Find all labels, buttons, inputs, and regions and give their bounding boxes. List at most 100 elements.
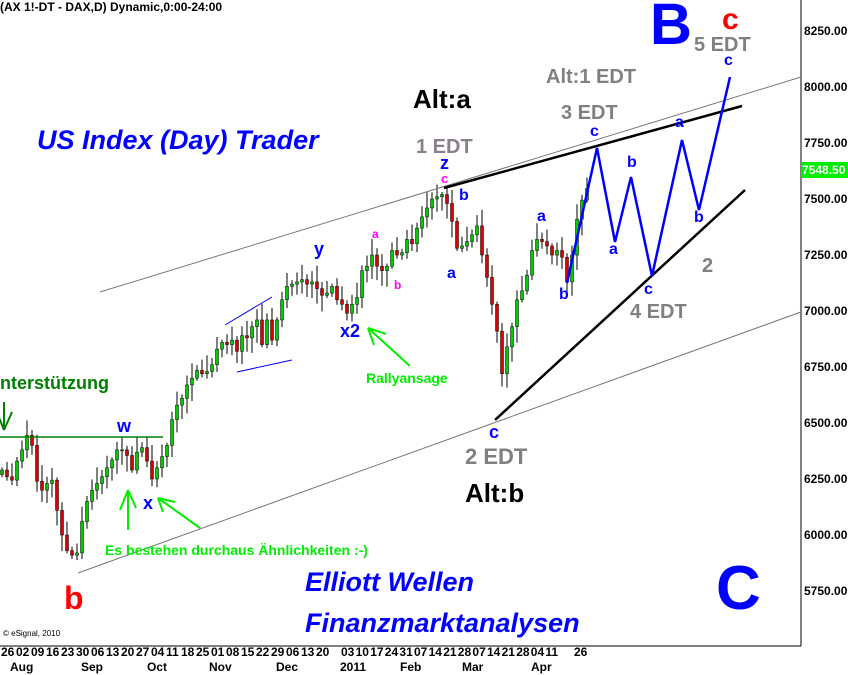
wedge-lower-line (236, 359, 293, 373)
candle (385, 263, 389, 287)
candle (440, 191, 444, 211)
candle (90, 479, 94, 510)
candle (230, 326, 234, 356)
candle-body (5, 469, 9, 478)
candle (415, 222, 419, 253)
candle-body (320, 288, 324, 296)
candle (395, 237, 399, 259)
candle (305, 274, 309, 297)
candle (0, 467, 4, 478)
candle (495, 301, 499, 343)
x-day-tick-label: 26 (1, 645, 15, 659)
candle-body (40, 480, 44, 491)
edt4-label: 4 EDT (630, 301, 687, 323)
candle-body (405, 239, 409, 254)
wave-a-magenta-label: a (372, 227, 379, 241)
candle-body (470, 234, 474, 242)
lower-trendline (494, 189, 746, 421)
candle-body (225, 342, 229, 345)
candle (150, 444, 154, 487)
upper-trendline (443, 104, 743, 190)
candle-body (365, 265, 369, 271)
candle (535, 223, 539, 257)
x-day-tick-label: 29 (271, 645, 285, 659)
candle (260, 303, 264, 348)
similarity-label: Es bestehen durchaus Ähnlichkeiten :-) (105, 542, 368, 558)
candle (180, 394, 184, 419)
lower-channel-line (77, 311, 802, 574)
candle (355, 282, 359, 314)
candle (125, 445, 129, 472)
candle (475, 215, 479, 243)
candle (130, 446, 134, 473)
candle (555, 242, 559, 266)
x-month-tick-label: Mar (462, 660, 484, 674)
candle (530, 239, 534, 281)
candle (65, 521, 69, 554)
alt-a-label: Alt:a (413, 84, 471, 114)
y-tick-label: 7500.00 (804, 192, 848, 206)
x-month-tick-label: Oct (147, 660, 168, 674)
x-day-tick-label: 13 (301, 645, 315, 659)
wave-C-label: C (716, 554, 761, 623)
candle-body (50, 479, 54, 484)
candle (5, 461, 9, 481)
wave-c-red-label: c (722, 3, 739, 36)
candle (285, 272, 289, 309)
candle (145, 436, 149, 468)
candle-body (245, 335, 249, 339)
candle-body (55, 479, 59, 511)
candle-body (335, 286, 339, 301)
candle-body (210, 364, 214, 372)
x-day-tick-label: 28 (516, 645, 530, 659)
candle-body (330, 286, 334, 294)
candle-body (235, 339, 239, 352)
wave-z-label: z (440, 153, 449, 173)
wave-b-feb-label: b (459, 187, 469, 204)
candle (265, 313, 269, 349)
x-month-tick-label: Dec (276, 660, 299, 674)
copyright: © eSignal, 2010 (3, 629, 61, 638)
candle (215, 336, 219, 372)
candle-body (250, 326, 254, 339)
x-month-tick-label: Feb (400, 660, 422, 674)
candle-body (535, 239, 539, 251)
x-day-tick-label: 04 (151, 645, 165, 659)
candle (225, 334, 229, 355)
candle (520, 276, 524, 303)
candle-body (75, 552, 79, 556)
x-day-tick-label: 11 (545, 645, 559, 659)
x-day-tick-label: 21 (443, 645, 457, 659)
candle (545, 229, 549, 255)
candle-body (555, 250, 559, 256)
x-day-tick-label: 24 (384, 645, 399, 659)
candle-body (135, 451, 139, 471)
x-day-tick-label: 04 (530, 645, 545, 659)
candle-body (500, 330, 504, 374)
x-day-tick-label: 27 (136, 645, 150, 659)
candle (280, 291, 284, 328)
candle-body (345, 304, 349, 314)
candle-body (515, 299, 519, 327)
x-day-tick-label: 02 (16, 645, 30, 659)
candle (205, 355, 209, 379)
wave-y-label: y (314, 239, 325, 259)
x-day-tick-label: 14 (428, 645, 442, 659)
candle-body (155, 467, 159, 480)
y-tick-label: 5750.00 (804, 584, 848, 598)
candle-body (65, 534, 69, 551)
edt3-label: 3 EDT (561, 102, 618, 124)
candle (290, 280, 294, 296)
candles (0, 177, 589, 561)
candle-body (285, 286, 289, 301)
x-day-tick-label: 16 (46, 645, 60, 659)
x-day-tick-label: 20 (121, 645, 135, 659)
x-day-tick-label: 15 (241, 645, 255, 659)
candle-body (465, 241, 469, 247)
x-day-tick-label: 09 (31, 645, 45, 659)
x-day-tick-label: 22 (256, 645, 270, 659)
candle (505, 333, 509, 388)
candle-body (170, 419, 174, 446)
candle (85, 496, 89, 529)
candle-body (370, 254, 374, 267)
